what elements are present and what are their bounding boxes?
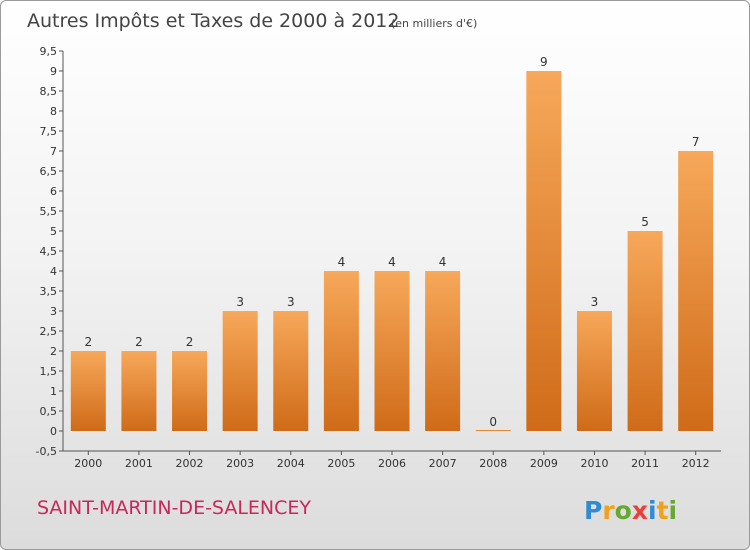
x-tick-label: 2005 <box>327 457 355 470</box>
y-axis: -0,5 0 0,5 1 1,5 2 2,5 3 3,5 4 4,5 5 5,5 6 6,5 7 7,5 8 8,5… <box>36 45 64 458</box>
x-tick-label: 2000 <box>74 457 102 470</box>
value-label: 2 <box>84 335 92 349</box>
logo-letter: i <box>669 496 678 525</box>
logo-letter: P <box>584 496 602 525</box>
value-label: 3 <box>591 295 599 309</box>
y-tick-label: 8 <box>50 105 57 118</box>
value-label: 3 <box>236 295 244 309</box>
y-tick-label: 4,5 <box>40 245 58 258</box>
y-tick-label: 0,5 <box>40 405 58 418</box>
bar-2011 <box>627 231 663 431</box>
bar-2000 <box>70 351 106 431</box>
bar-2002 <box>172 351 208 431</box>
y-tick-label: 2,5 <box>40 325 58 338</box>
x-tick-label: 2008 <box>479 457 507 470</box>
x-tick-label: 2004 <box>277 457 305 470</box>
x-tick-label: 2003 <box>226 457 254 470</box>
logo-letter: t <box>657 496 669 525</box>
y-tick-label: -0,5 <box>36 445 57 458</box>
x-tick-label: 2006 <box>378 457 406 470</box>
x-tick-label: 2002 <box>176 457 204 470</box>
logo-letter: r <box>602 496 615 525</box>
bar-2004 <box>273 311 309 431</box>
commune-name: SAINT-MARTIN-DE-SALENCEY <box>37 497 311 519</box>
y-tick-label: 7,5 <box>40 125 58 138</box>
x-tick-label: 2010 <box>580 457 608 470</box>
y-tick-label: 9 <box>50 65 57 78</box>
y-tick-label: 6,5 <box>40 165 58 178</box>
x-tick-label: 2007 <box>429 457 457 470</box>
value-label: 7 <box>692 135 700 149</box>
bar-2010 <box>576 311 612 431</box>
x-axis: 2000 2001 2002 2003 2004 2005 2006 2007 2008 2009… <box>63 450 721 470</box>
y-tick-label: 5 <box>50 225 57 238</box>
value-label: 2 <box>186 335 194 349</box>
y-tick-label: 1 <box>50 385 57 398</box>
y-tick-label: 8,5 <box>40 85 58 98</box>
x-tick-label: 2001 <box>125 457 153 470</box>
proxiti-logo: Proxiti <box>584 496 677 525</box>
x-tick-label: 2012 <box>682 457 710 470</box>
bar-2006 <box>374 271 410 431</box>
y-tick-label: 5,5 <box>40 205 58 218</box>
value-label: 2 <box>135 335 143 349</box>
bar-2012 <box>678 151 714 431</box>
y-tick-label: 9,5 <box>40 45 58 58</box>
y-tick-label: 4 <box>50 265 57 278</box>
bar-2009 <box>526 71 562 431</box>
value-label: 4 <box>388 255 396 269</box>
x-tick-label: 2011 <box>631 457 659 470</box>
value-label: 4 <box>439 255 447 269</box>
y-tick-label: 6 <box>50 185 57 198</box>
value-label: 9 <box>540 55 548 69</box>
logo-letter: i <box>648 496 657 525</box>
chart-title: Autres Impôts et Taxes de 2000 à 2012 <box>27 10 400 32</box>
bar-2005 <box>323 271 359 431</box>
y-tick-label: 0 <box>50 425 57 438</box>
y-tick-label: 1,5 <box>40 365 58 378</box>
chart-subtitle: (en milliers d'€) <box>391 17 477 30</box>
y-tick-label: 2 <box>50 345 57 358</box>
bar-2008 <box>475 430 511 431</box>
logo-letter: x <box>632 496 648 525</box>
bar-2007 <box>425 271 461 431</box>
bars: 2 2 2 3 3 4 4 4 0 9 3 5 7 <box>70 55 714 431</box>
logo-letter: o <box>615 496 632 525</box>
value-label: 3 <box>287 295 295 309</box>
bar-2001 <box>121 351 157 431</box>
value-label: 4 <box>338 255 346 269</box>
value-label: 5 <box>641 215 649 229</box>
y-tick-label: 7 <box>50 145 57 158</box>
bar-2003 <box>222 311 258 431</box>
x-tick-label: 2009 <box>530 457 558 470</box>
y-tick-label: 3 <box>50 305 57 318</box>
value-label: 0 <box>489 415 497 429</box>
y-tick-label: 3,5 <box>40 285 58 298</box>
